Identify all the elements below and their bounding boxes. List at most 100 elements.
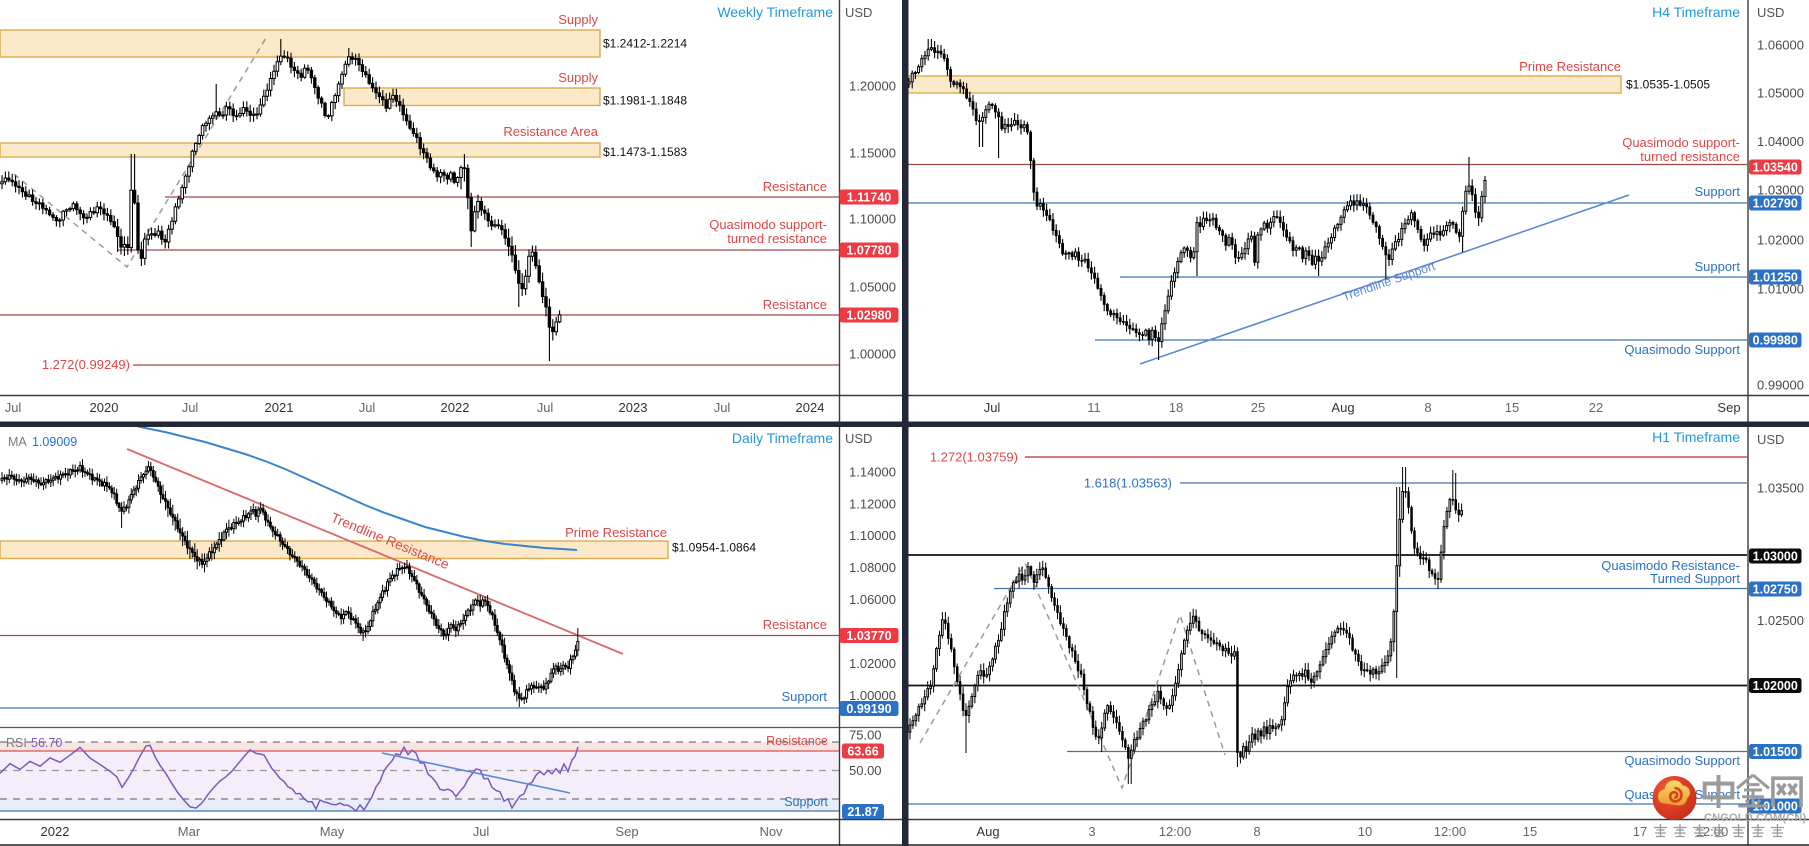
svg-text:1.01500: 1.01500 xyxy=(1753,745,1798,759)
svg-text:1.02790: 1.02790 xyxy=(1753,197,1798,211)
svg-text:turned resistance: turned resistance xyxy=(727,231,827,246)
svg-text:63.66: 63.66 xyxy=(847,745,878,759)
svg-text:1.03540: 1.03540 xyxy=(1753,161,1798,175)
svg-text:Prime Resistance: Prime Resistance xyxy=(1519,59,1621,74)
svg-text:1.01250: 1.01250 xyxy=(1753,271,1798,285)
svg-text:Jul: Jul xyxy=(182,400,199,415)
svg-text:Turned Support: Turned Support xyxy=(1650,571,1740,586)
svg-text:$1.0535-1.0505: $1.0535-1.0505 xyxy=(1626,78,1710,92)
svg-text:Resistance: Resistance xyxy=(763,179,827,194)
svg-text:1.14000: 1.14000 xyxy=(849,465,896,480)
svg-text:Resistance: Resistance xyxy=(766,734,828,748)
svg-text:Supply: Supply xyxy=(558,70,598,85)
svg-text:$1.1981-1.1848: $1.1981-1.1848 xyxy=(603,94,687,108)
svg-text:10: 10 xyxy=(1358,824,1372,839)
svg-text:1.11740: 1.11740 xyxy=(847,191,892,205)
svg-text:Resistance: Resistance xyxy=(763,297,827,312)
svg-text:Quasimodo Support: Quasimodo Support xyxy=(1624,753,1740,768)
svg-text:USD: USD xyxy=(1757,432,1784,447)
svg-text:1.02980: 1.02980 xyxy=(846,309,891,323)
svg-text:Support: Support xyxy=(781,689,827,704)
svg-text:1.06000: 1.06000 xyxy=(1757,38,1804,53)
svg-text:17: 17 xyxy=(1633,824,1647,839)
svg-text:2020: 2020 xyxy=(90,400,119,415)
svg-text:1.02000: 1.02000 xyxy=(849,656,896,671)
svg-text:Support: Support xyxy=(1694,184,1740,199)
svg-text:1.03000: 1.03000 xyxy=(1753,550,1798,564)
svg-text:1.03000: 1.03000 xyxy=(1757,183,1804,198)
svg-text:USD: USD xyxy=(1757,5,1784,20)
svg-text:1.03500: 1.03500 xyxy=(1757,481,1804,496)
svg-text:H4 Timeframe: H4 Timeframe xyxy=(1652,4,1740,20)
svg-text:15: 15 xyxy=(1523,824,1537,839)
svg-text:1.04000: 1.04000 xyxy=(1757,134,1804,149)
svg-text:11: 11 xyxy=(1087,400,1101,415)
svg-text:1.06000: 1.06000 xyxy=(849,592,896,607)
svg-text:1.10000: 1.10000 xyxy=(849,528,896,543)
svg-text:2024: 2024 xyxy=(796,400,825,415)
svg-text:May: May xyxy=(320,824,345,839)
svg-text:$1.1473-1.1583: $1.1473-1.1583 xyxy=(603,145,687,159)
svg-text:Nov: Nov xyxy=(759,824,783,839)
svg-text:1.272(0.99249): 1.272(0.99249) xyxy=(42,357,130,372)
svg-text:50.00: 50.00 xyxy=(849,763,882,778)
svg-text:USD: USD xyxy=(845,5,872,20)
svg-text:2022: 2022 xyxy=(41,824,70,839)
svg-text:21.87: 21.87 xyxy=(847,805,878,819)
svg-text:18: 18 xyxy=(1169,400,1183,415)
svg-text:Weekly Timeframe: Weekly Timeframe xyxy=(717,4,833,20)
svg-text:Resistance Area: Resistance Area xyxy=(503,124,598,139)
svg-text:1.10000: 1.10000 xyxy=(849,212,896,227)
svg-text:Quasimodo support-: Quasimodo support- xyxy=(709,217,827,232)
svg-text:2022: 2022 xyxy=(441,400,470,415)
svg-text:1.05000: 1.05000 xyxy=(849,280,896,295)
svg-text:0.99190: 0.99190 xyxy=(846,702,891,716)
svg-text:Supply: Supply xyxy=(558,12,598,27)
svg-text:turned resistance: turned resistance xyxy=(1640,149,1740,164)
svg-text:1.05000: 1.05000 xyxy=(1757,86,1804,101)
svg-text:56.70: 56.70 xyxy=(31,736,62,750)
svg-text:Jul: Jul xyxy=(714,400,731,415)
svg-text:Jul: Jul xyxy=(5,400,22,415)
svg-text:$1.2412-1.2214: $1.2412-1.2214 xyxy=(603,37,687,51)
svg-text:1.01000: 1.01000 xyxy=(1753,800,1798,814)
svg-text:Quasimodo Support: Quasimodo Support xyxy=(1624,342,1740,357)
svg-text:1.272(1.03759): 1.272(1.03759) xyxy=(930,450,1018,465)
svg-text:1.09009: 1.09009 xyxy=(32,435,77,449)
svg-text:Aug: Aug xyxy=(1331,400,1354,415)
svg-text:1.618(1.03563): 1.618(1.03563) xyxy=(1084,476,1172,491)
svg-text:Quasimodo support-: Quasimodo support- xyxy=(1622,135,1740,150)
svg-text:1.20000: 1.20000 xyxy=(849,79,896,94)
svg-text:1.08000: 1.08000 xyxy=(849,560,896,575)
svg-text:1.00000: 1.00000 xyxy=(849,347,896,362)
svg-text:RSI: RSI xyxy=(6,736,27,750)
svg-text:1.00000: 1.00000 xyxy=(849,688,896,703)
svg-text:8: 8 xyxy=(1424,400,1431,415)
svg-text:3: 3 xyxy=(1088,824,1095,839)
svg-text:Jul: Jul xyxy=(984,400,1001,415)
svg-text:1.02000: 1.02000 xyxy=(1757,233,1804,248)
svg-text:Daily Timeframe: Daily Timeframe xyxy=(732,430,833,446)
svg-text:1.02750: 1.02750 xyxy=(1753,583,1798,597)
svg-text:Mar: Mar xyxy=(178,824,201,839)
svg-text:1.07780: 1.07780 xyxy=(846,244,891,258)
svg-text:Sep: Sep xyxy=(1717,400,1740,415)
svg-text:0.99980: 0.99980 xyxy=(1753,334,1798,348)
svg-text:0.99000: 0.99000 xyxy=(1757,378,1804,393)
svg-text:Support: Support xyxy=(1694,259,1740,274)
svg-text:H1 Timeframe: H1 Timeframe xyxy=(1652,429,1740,445)
svg-text:USD: USD xyxy=(845,431,872,446)
svg-text:Jul: Jul xyxy=(537,400,554,415)
svg-text:Resistance: Resistance xyxy=(763,617,827,632)
svg-text:1.02500: 1.02500 xyxy=(1757,613,1804,628)
svg-text:CNGOLD.COM(CN): CNGOLD.COM(CN) xyxy=(1704,812,1807,824)
svg-text:MA: MA xyxy=(8,435,27,449)
svg-text:Support: Support xyxy=(784,795,828,809)
svg-text:$1.0954-1.0864: $1.0954-1.0864 xyxy=(672,541,756,555)
svg-text:1.02000: 1.02000 xyxy=(1753,679,1798,693)
svg-text:Jul: Jul xyxy=(359,400,376,415)
svg-text:Jul: Jul xyxy=(473,824,490,839)
svg-text:25: 25 xyxy=(1251,400,1265,415)
svg-text:Sep: Sep xyxy=(615,824,638,839)
svg-text:1.12000: 1.12000 xyxy=(849,497,896,512)
